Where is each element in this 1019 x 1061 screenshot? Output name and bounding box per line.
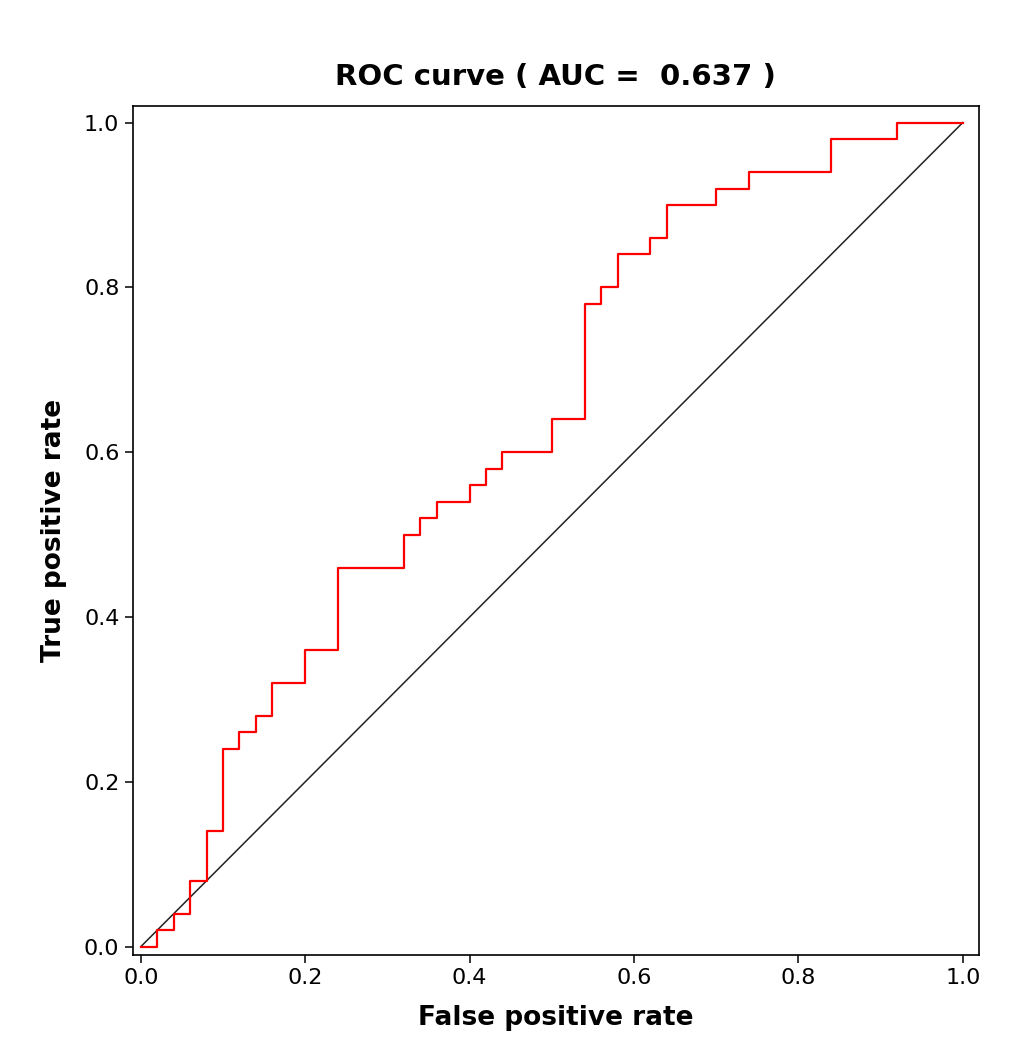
Y-axis label: True positive rate: True positive rate [41,399,67,662]
X-axis label: False positive rate: False positive rate [418,1005,693,1030]
Title: ROC curve ( AUC =  0.637 ): ROC curve ( AUC = 0.637 ) [335,64,775,91]
